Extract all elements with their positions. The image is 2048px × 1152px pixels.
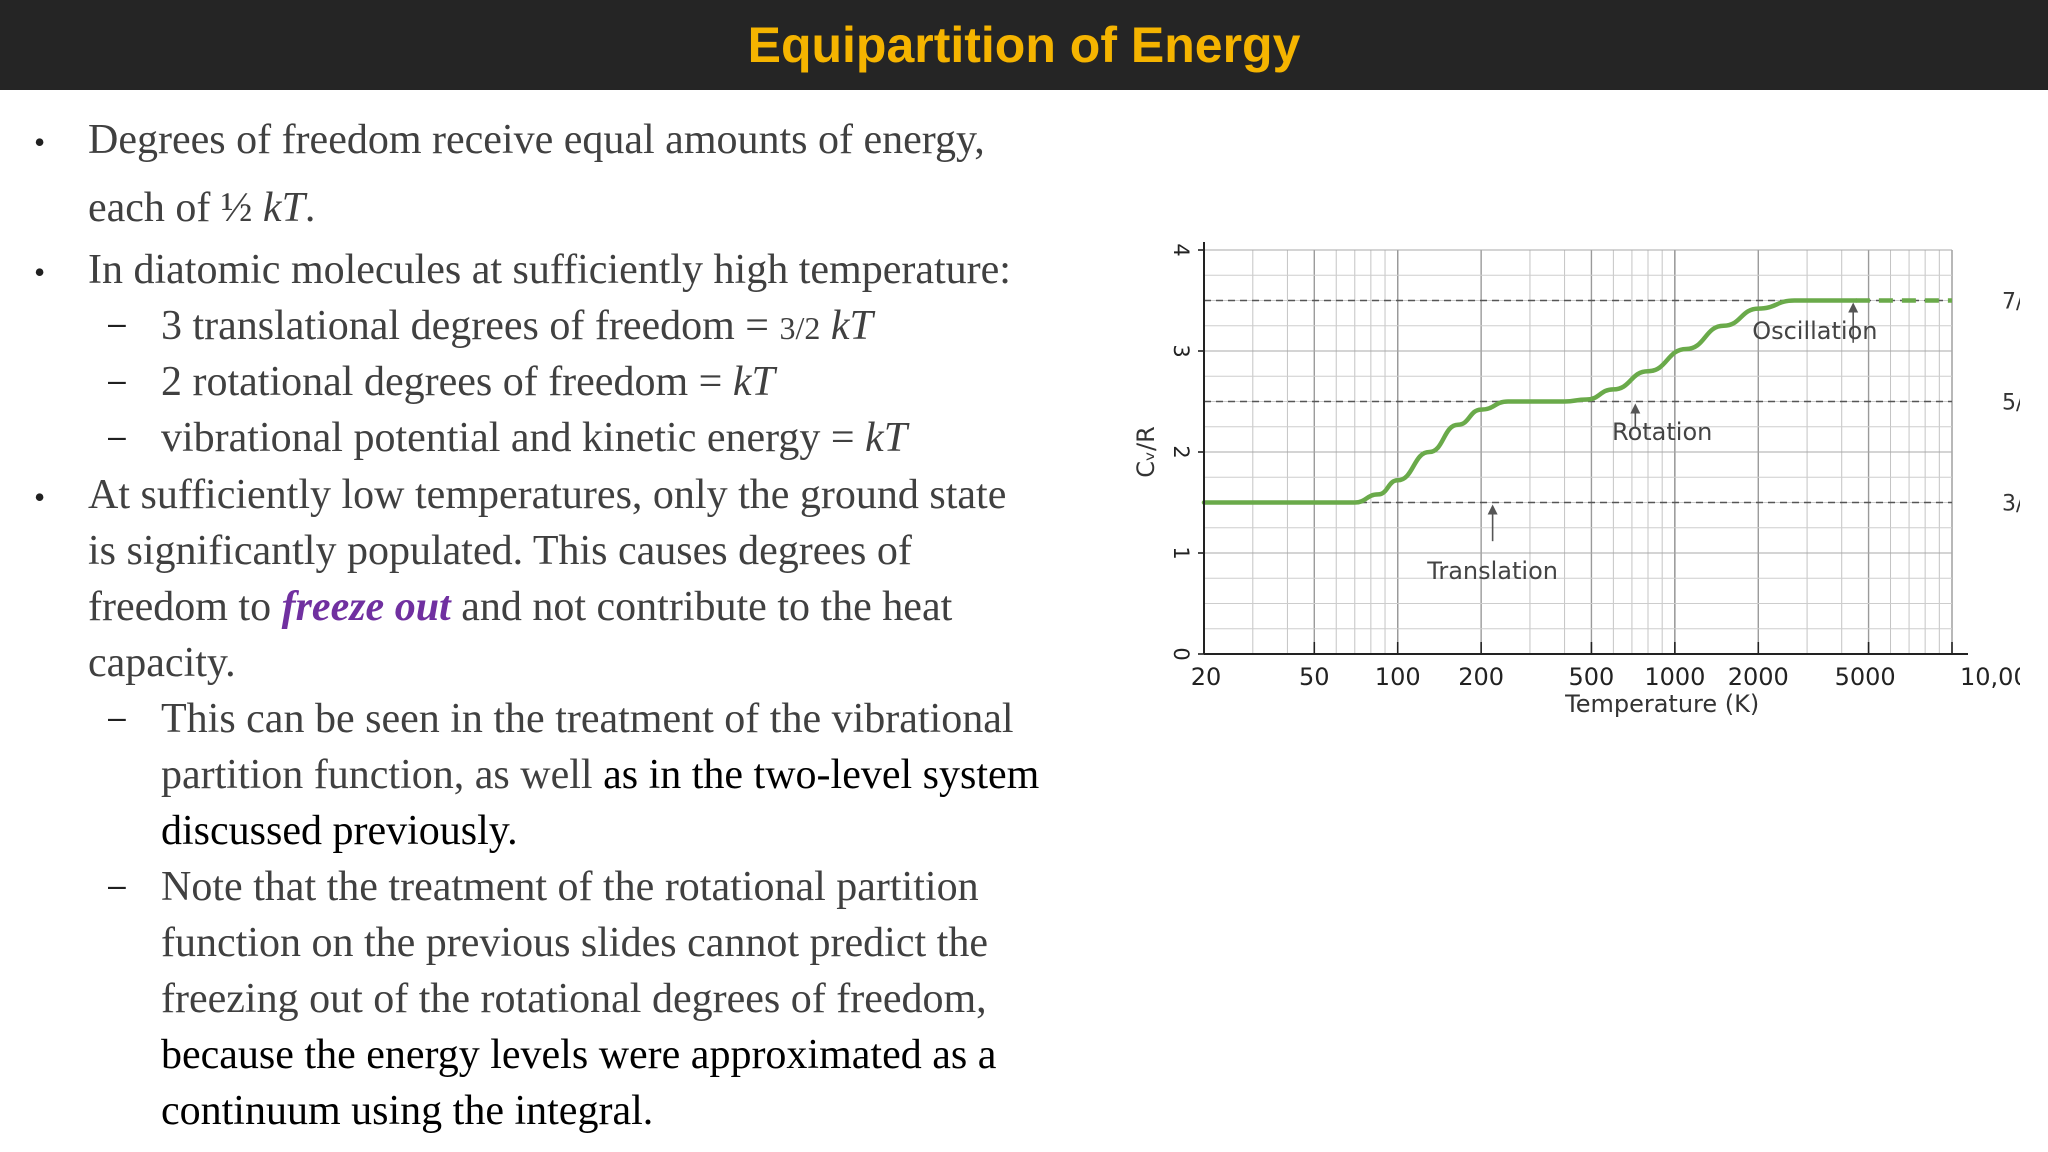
bullet-3-line-3: freedom to freeze out and not contribute… <box>88 582 952 632</box>
text-segment: as in the two-level system <box>603 752 1040 798</box>
sub-bullet-dash: – <box>108 699 126 735</box>
x-axis-title: Temperature (K) <box>1564 690 1759 718</box>
bullet-marker: • <box>34 479 46 515</box>
arrow-head-icon <box>1487 504 1498 515</box>
text-segment: each of <box>88 185 221 231</box>
fraction-3-2: 3/2 <box>779 310 821 346</box>
sub-bullet-vib-line-2: partition function, as well as in the tw… <box>161 750 1039 800</box>
title-bar <box>0 0 2048 90</box>
x-tick-label: 10,000 <box>1960 663 2020 691</box>
kt-symbol: kT <box>262 185 305 231</box>
y-tick-label: 1 <box>1169 546 1193 559</box>
sub-bullet-dash: – <box>108 867 126 903</box>
x-tick-label: 200 <box>1458 663 1504 691</box>
x-tick-label: 50 <box>1299 663 1330 691</box>
kt-symbol: kT <box>865 415 908 461</box>
sub-bullet-rot-line-5: continuum using the integral. <box>161 1088 654 1134</box>
bullet-marker: • <box>34 124 46 160</box>
arrow-head-icon <box>1630 403 1641 414</box>
y-tick-label: 2 <box>1169 445 1193 458</box>
text-segment: freedom to <box>88 584 282 630</box>
sub-bullet-vib-line-3: discussed previously. <box>161 808 518 854</box>
right-level-label: 3/2 <box>2002 492 2020 517</box>
text-segment: vibrational potential and kinetic energy… <box>161 415 866 461</box>
bullet-3-line-2: is significantly populated. This causes … <box>88 528 912 574</box>
x-tick-label: 500 <box>1569 663 1615 691</box>
right-level-label: 5/2 <box>2002 391 2020 416</box>
y-axis-title: Cᵥ/R <box>1132 426 1160 478</box>
text-segment: . <box>304 185 316 231</box>
x-tick-label: 2000 <box>1728 663 1789 691</box>
sub-bullet-translational: 3 translational degrees of freedom = 3/2… <box>161 301 873 353</box>
annotation-label: Rotation <box>1612 418 1712 446</box>
sub-bullet-rot-line-3: freezing out of the rotational degrees o… <box>161 976 987 1022</box>
sub-bullet-rotational: 2 rotational degrees of freedom = kT <box>161 357 775 407</box>
bullet-2-line-1: In diatomic molecules at sufficiently hi… <box>88 247 1011 293</box>
sub-bullet-dash: – <box>108 305 126 341</box>
sub-bullet-dash: – <box>108 418 126 454</box>
sub-bullet-vibrational: vibrational potential and kinetic energy… <box>161 413 907 463</box>
chart-axes <box>1198 242 1968 655</box>
text-segment: 2 rotational degrees of freedom = <box>161 359 733 405</box>
kt-symbol: kT <box>830 303 873 349</box>
chart-labels: 7/2 5/2 3/2 Translation Rotation Oscillation 0… <box>1132 243 2020 718</box>
half-fraction: ½ <box>220 185 253 231</box>
x-tick-label: 1000 <box>1644 663 1705 691</box>
annotation-label: Translation <box>1426 557 1558 585</box>
text-segment: partition function, as well <box>161 752 604 798</box>
bullet-3-line-1: At sufficiently low temperatures, only t… <box>88 472 1007 518</box>
arrow-head-icon <box>1848 302 1859 313</box>
y-tick-label: 0 <box>1169 647 1193 660</box>
bullet-1-line-2: each of ½ kT. <box>88 183 315 233</box>
right-level-label: 7/2 <box>2002 290 2020 315</box>
x-tick-label: 5000 <box>1835 663 1896 691</box>
x-tick-label: 20 <box>1191 663 1222 691</box>
slide-title: Equipartition of Energy <box>747 17 1301 73</box>
text-segment: and not contribute to the heat <box>450 584 953 630</box>
kt-symbol: kT <box>732 359 775 405</box>
bullet-marker: • <box>34 254 46 290</box>
chart-grid <box>1203 249 1953 655</box>
series-line <box>1201 298 1859 505</box>
sub-bullet-dash: – <box>108 362 126 398</box>
sub-bullet-rot-line-1: Note that the treatment of the rotationa… <box>161 864 979 910</box>
sub-bullet-rot-line-2: function on the previous slides cannot p… <box>161 920 988 966</box>
y-tick-label: 4 <box>1169 243 1193 256</box>
y-tick-label: 3 <box>1169 344 1193 357</box>
bullet-3-line-4: capacity. <box>88 640 236 686</box>
x-tick-label: 100 <box>1375 663 1421 691</box>
annotation-label: Oscillation <box>1752 317 1877 345</box>
text-segment: 3 translational degrees of freedom = <box>161 303 780 349</box>
freeze-out-emphasis: freeze out <box>281 584 451 630</box>
heat-capacity-chart: 7/2 5/2 3/2 Translation Rotation Oscillation 0… <box>1132 242 2020 718</box>
sub-bullet-vib-line-1: This can be seen in the treatment of the… <box>161 696 1014 742</box>
sub-bullet-rot-line-4: because the energy levels were approxima… <box>161 1032 997 1078</box>
chart-series <box>1201 298 1952 505</box>
bullet-1-line-1: Degrees of freedom receive equal amounts… <box>88 117 985 163</box>
